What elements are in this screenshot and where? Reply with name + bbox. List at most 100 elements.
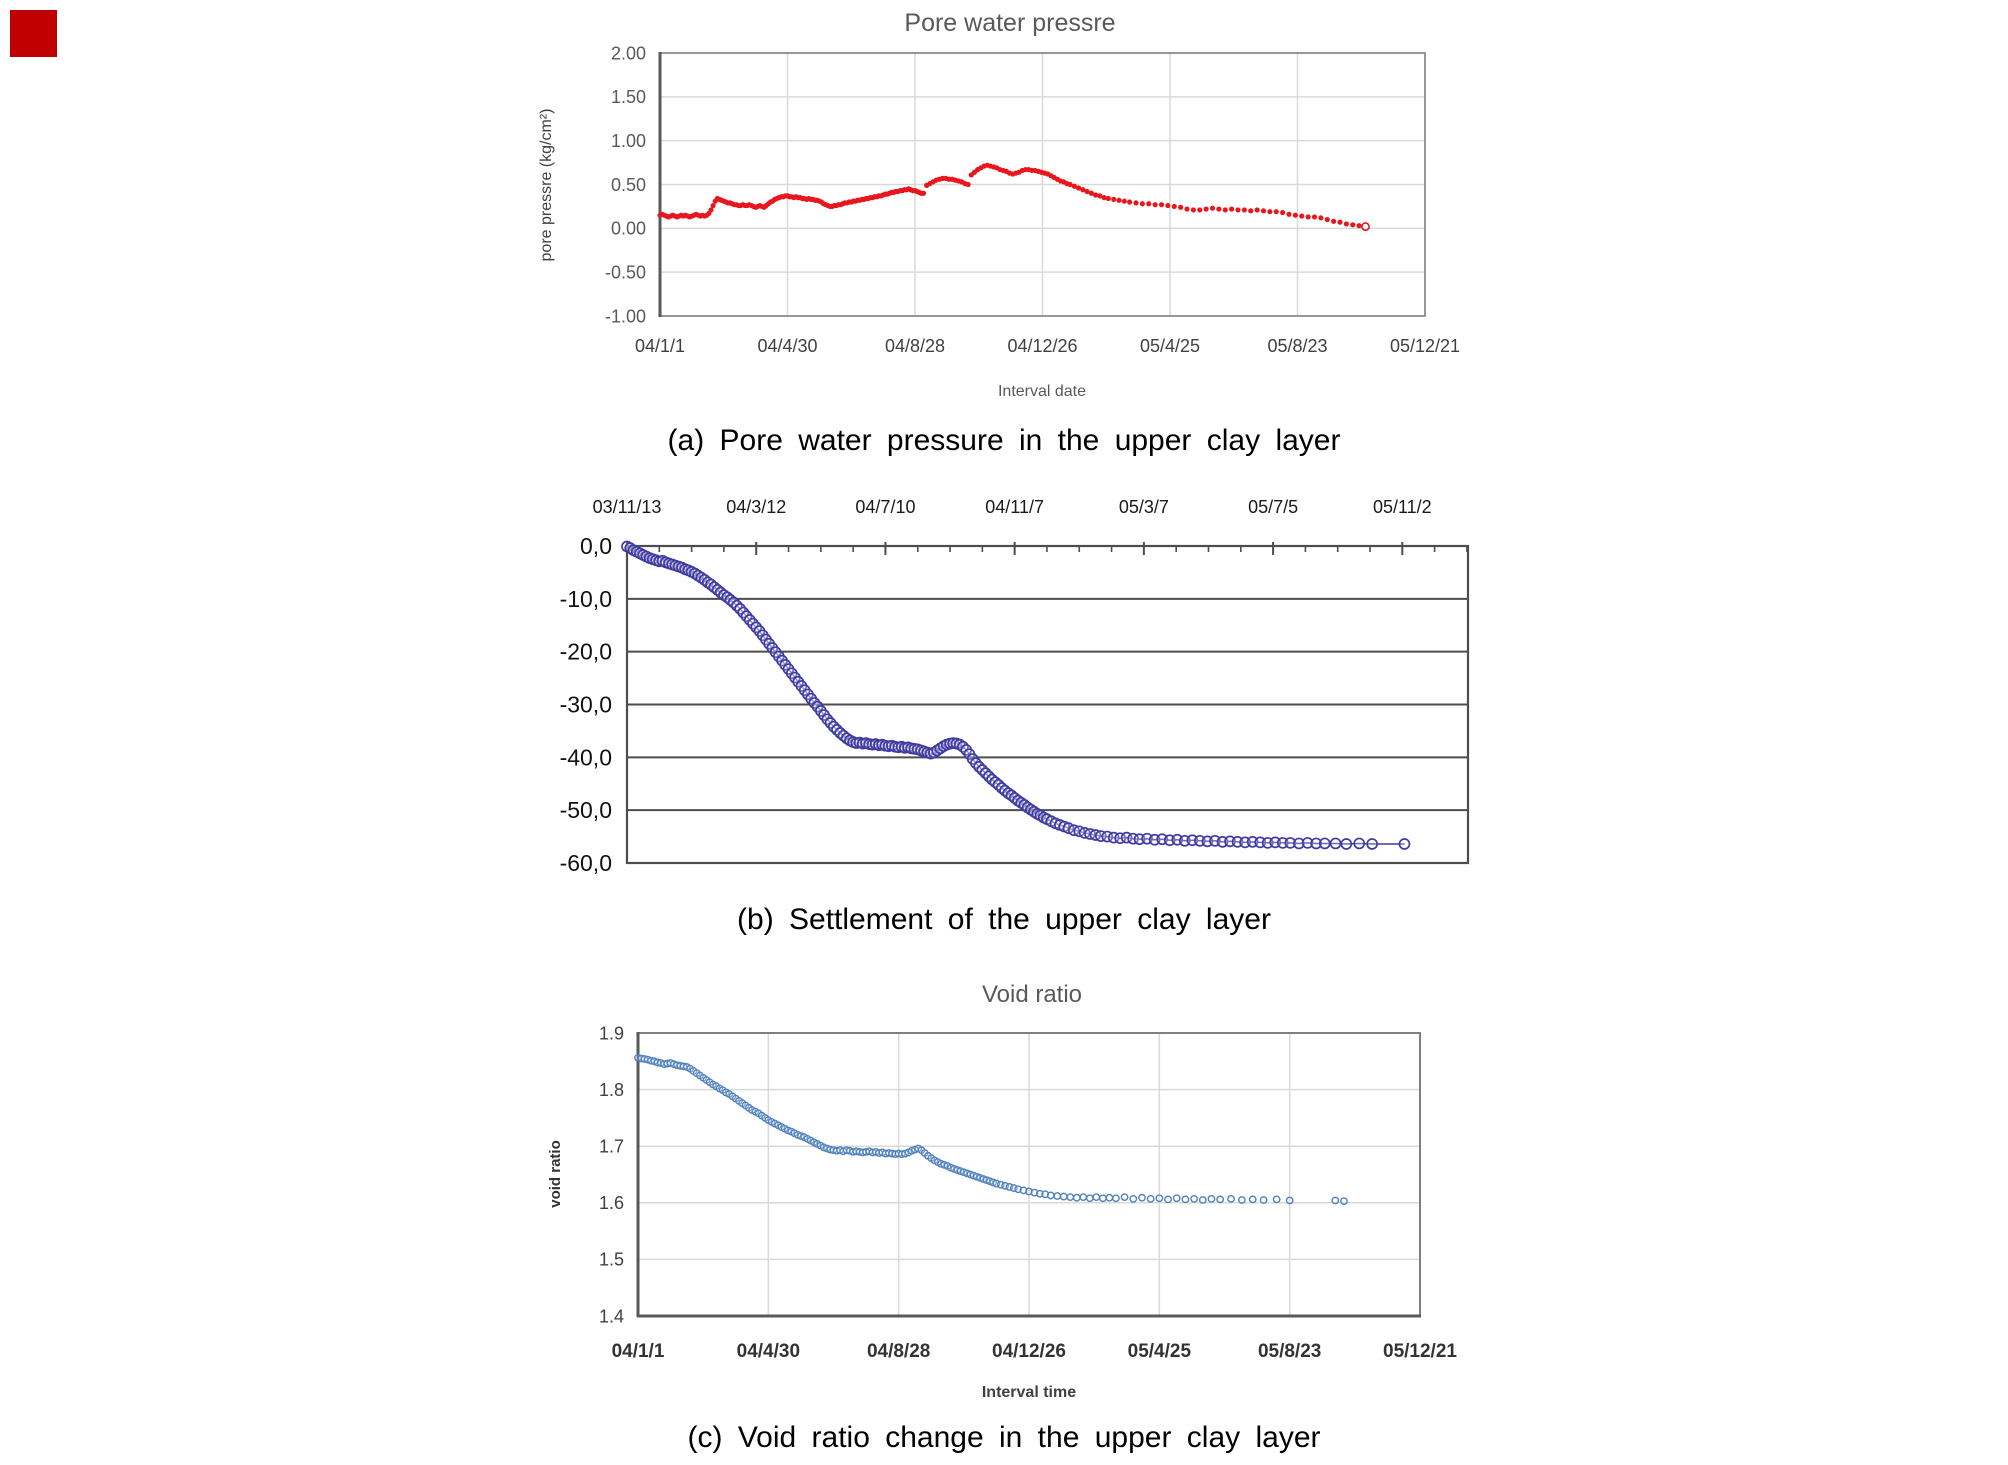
data-point bbox=[1079, 1193, 1088, 1202]
caption-pore-water-pressure: (a) Pore water pressure in the upper cla… bbox=[667, 424, 1341, 457]
y-tick-label: 2.00 bbox=[611, 43, 646, 63]
data-point bbox=[1072, 1193, 1081, 1202]
data-point bbox=[1178, 204, 1184, 210]
data-point bbox=[1216, 206, 1222, 212]
x-tick-label: 04/3/12 bbox=[726, 497, 786, 517]
data-point bbox=[1101, 195, 1107, 201]
void-ratio-chart: 1.9 1.8 1.7 1.6 1.5 1.4 04/1/1 04/4/30 04/8/28 04… bbox=[547, 981, 1457, 1401]
data-point bbox=[1198, 1196, 1207, 1204]
data-point bbox=[1129, 1194, 1138, 1203]
data-point bbox=[1088, 190, 1094, 196]
data-point bbox=[1181, 1195, 1190, 1204]
data-point bbox=[1227, 1194, 1235, 1203]
data-point bbox=[1197, 207, 1203, 213]
y-tick-label: 1.7 bbox=[599, 1137, 624, 1157]
x-tick-label: 05/12/21 bbox=[1383, 1341, 1457, 1362]
y-tick-label: -1.00 bbox=[605, 306, 646, 326]
y-tick-label: 1.00 bbox=[611, 131, 646, 151]
data-point bbox=[1284, 837, 1297, 849]
data-point bbox=[1293, 837, 1305, 850]
data-point bbox=[1398, 838, 1411, 850]
data-point bbox=[1152, 202, 1158, 208]
data-point bbox=[1229, 206, 1235, 212]
data-point bbox=[1146, 201, 1152, 207]
settlement-chart: 0,0 -10,0 -20,0 -30,0 -40,0 -50,0 -60,0 03/11/1… bbox=[560, 497, 1470, 876]
data-point bbox=[708, 207, 714, 213]
data-point bbox=[1120, 1193, 1129, 1202]
data-point bbox=[1285, 1196, 1294, 1205]
data-point bbox=[1203, 206, 1209, 212]
y-tick-label: 1.5 bbox=[599, 1250, 624, 1270]
y-tick-label: 0.50 bbox=[611, 175, 646, 195]
x-tick-label: 04/8/28 bbox=[885, 336, 945, 356]
data-point bbox=[1337, 219, 1343, 225]
y-tick-label: 1.4 bbox=[599, 1306, 624, 1326]
x-tick-label: 04/1/1 bbox=[612, 1341, 665, 1362]
x-tick-label: 03/11/13 bbox=[593, 497, 662, 517]
data-point bbox=[1260, 208, 1267, 214]
data-point bbox=[1241, 207, 1247, 213]
data-point bbox=[1105, 1193, 1114, 1202]
data-point bbox=[1366, 838, 1379, 850]
data-point bbox=[1172, 1194, 1181, 1203]
data-point bbox=[1273, 209, 1279, 215]
data-point bbox=[1237, 1196, 1246, 1204]
data-point bbox=[1305, 214, 1311, 220]
y-tick-label: 0,0 bbox=[580, 533, 612, 559]
x-axis-title: Interval time bbox=[982, 1384, 1076, 1401]
data-point bbox=[1105, 195, 1111, 202]
data-point bbox=[1280, 209, 1286, 216]
data-point bbox=[1222, 207, 1228, 213]
data-point bbox=[1235, 207, 1241, 213]
data-point bbox=[1318, 215, 1324, 221]
x-tick-label: 05/3/7 bbox=[1119, 497, 1169, 517]
data-point bbox=[1035, 1189, 1044, 1198]
data-point bbox=[1209, 205, 1216, 211]
data-point bbox=[1084, 188, 1090, 195]
caption-void-ratio: (c) Void ratio change in the upper clay … bbox=[687, 1421, 1321, 1454]
data-point bbox=[965, 181, 971, 188]
data-point bbox=[1053, 1192, 1062, 1200]
y-tick-label: 0.00 bbox=[611, 219, 646, 239]
data-point bbox=[920, 190, 927, 196]
data-point bbox=[1248, 1195, 1257, 1204]
pore-water-pressure-chart: 2.00 1.50 1.00 0.50 0.00 -0.50 -1.00 04/1/1 04/4… bbox=[538, 9, 1460, 400]
x-tick-label: 04/11/7 bbox=[985, 497, 1044, 517]
data-point bbox=[1254, 207, 1260, 213]
data-point bbox=[1116, 197, 1122, 203]
x-tick-label: 05/11/2 bbox=[1373, 497, 1432, 517]
data-point bbox=[1111, 196, 1117, 203]
data-point bbox=[1311, 214, 1318, 220]
data-point bbox=[1080, 187, 1086, 193]
y-tick-label: -50,0 bbox=[560, 797, 612, 823]
data-point bbox=[1098, 1194, 1107, 1203]
data-point bbox=[1139, 201, 1145, 207]
data-point bbox=[1071, 183, 1077, 189]
data-point bbox=[1059, 1192, 1068, 1201]
data-points bbox=[634, 1054, 1348, 1206]
data-points bbox=[621, 540, 1411, 850]
chart-title: Void ratio bbox=[982, 981, 1082, 1008]
data-point bbox=[710, 202, 716, 209]
y-tick-label: -40,0 bbox=[560, 744, 612, 770]
y-tick-label: -20,0 bbox=[560, 639, 612, 665]
data-point bbox=[1216, 1195, 1225, 1204]
data-point bbox=[1207, 1194, 1216, 1203]
data-point bbox=[1310, 837, 1323, 850]
x-tick-label: 04/8/28 bbox=[867, 1341, 930, 1362]
data-point bbox=[1092, 1193, 1101, 1202]
x-tick-label: 04/12/26 bbox=[992, 1341, 1066, 1362]
last-data-point-open bbox=[1361, 222, 1370, 231]
data-point bbox=[1165, 202, 1171, 209]
data-point bbox=[1171, 203, 1177, 210]
data-point bbox=[1155, 1194, 1164, 1203]
x-tick-label: 04/1/1 bbox=[635, 336, 685, 356]
y-tick-label: -30,0 bbox=[560, 692, 612, 718]
data-point bbox=[1190, 207, 1196, 213]
data-point bbox=[1127, 199, 1133, 205]
data-point bbox=[1046, 1191, 1055, 1200]
y-axis-title: void ratio bbox=[547, 1140, 564, 1208]
y-tick-label: -60,0 bbox=[560, 850, 612, 876]
data-point bbox=[1085, 1194, 1094, 1203]
